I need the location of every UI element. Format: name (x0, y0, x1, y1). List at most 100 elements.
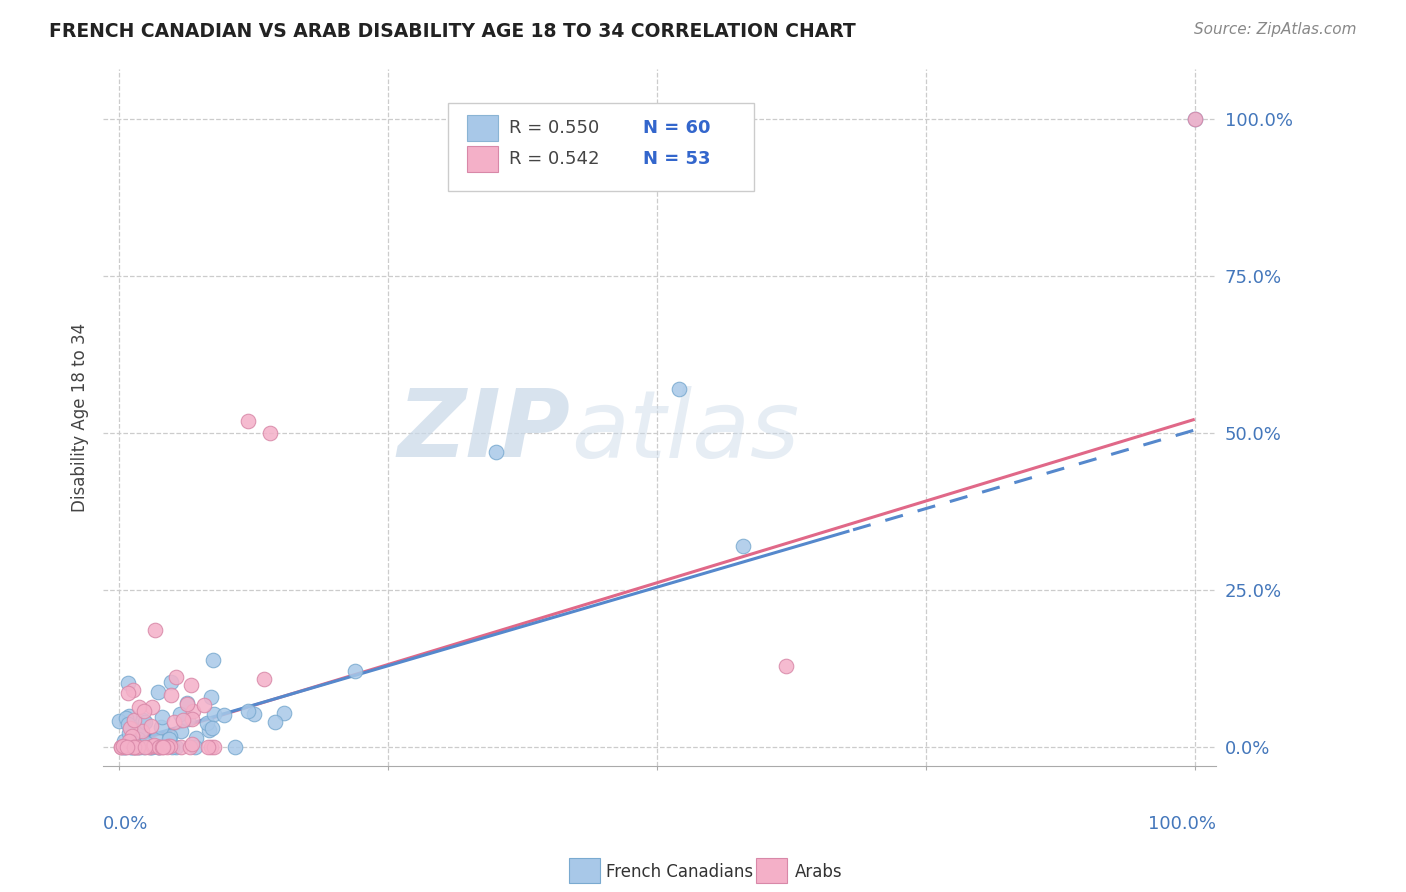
Text: French Canadians: French Canadians (606, 863, 754, 881)
Point (127, 740, 149, 755)
Point (1184, 112, 1206, 126)
Point (112, 733, 135, 747)
Point (117, 686, 139, 700)
Point (169, 707, 191, 722)
Point (181, 704, 204, 718)
Point (159, 729, 181, 743)
Point (179, 740, 201, 755)
Point (142, 739, 165, 754)
Point (160, 675, 183, 690)
Point (202, 652, 225, 666)
Point (117, 716, 139, 731)
Point (129, 740, 152, 755)
Point (224, 740, 246, 755)
Point (124, 713, 146, 727)
Point (111, 739, 134, 753)
Point (118, 722, 141, 736)
Point (236, 704, 259, 718)
Point (238, 413, 260, 427)
Point (138, 740, 160, 755)
Point (141, 700, 163, 714)
Point (122, 683, 145, 698)
Point (117, 676, 139, 690)
Point (139, 740, 162, 755)
Point (150, 720, 173, 734)
Point (263, 714, 285, 729)
Point (145, 732, 167, 747)
FancyBboxPatch shape (467, 146, 498, 172)
Point (127, 731, 149, 746)
Point (118, 734, 141, 748)
Point (668, 382, 690, 396)
Point (176, 696, 198, 710)
Point (163, 714, 186, 729)
Point (120, 740, 142, 755)
Point (122, 740, 145, 755)
Point (114, 711, 136, 725)
Point (165, 740, 187, 755)
Point (200, 690, 222, 705)
Point (118, 709, 141, 723)
Point (160, 688, 183, 702)
Point (127, 740, 149, 755)
Y-axis label: Disability Age 18 to 34: Disability Age 18 to 34 (72, 323, 89, 512)
Text: 100.0%: 100.0% (1149, 815, 1216, 833)
Point (202, 740, 225, 755)
Point (180, 678, 202, 692)
Point (134, 740, 156, 755)
Point (212, 707, 235, 722)
FancyBboxPatch shape (449, 103, 754, 191)
Point (253, 672, 276, 686)
Text: N = 60: N = 60 (643, 119, 710, 136)
Point (150, 710, 173, 724)
Point (135, 736, 157, 750)
Point (159, 739, 181, 753)
Point (180, 712, 202, 726)
Point (120, 740, 142, 755)
Point (118, 726, 141, 740)
Point (198, 723, 221, 738)
Point (157, 731, 180, 746)
Text: 0.0%: 0.0% (103, 815, 149, 833)
Point (146, 685, 169, 699)
Point (197, 740, 219, 755)
Point (170, 724, 193, 739)
Point (124, 740, 146, 755)
Point (195, 716, 218, 731)
Point (156, 739, 179, 754)
Point (1184, 112, 1206, 126)
Point (114, 740, 136, 755)
Point (181, 738, 204, 752)
Point (128, 699, 150, 714)
Point (176, 697, 198, 711)
Point (134, 714, 156, 729)
Text: R = 0.550: R = 0.550 (509, 119, 600, 136)
Point (200, 740, 222, 755)
Point (148, 740, 170, 755)
Point (152, 740, 174, 755)
Point (108, 714, 131, 728)
Point (111, 740, 134, 755)
Text: atlas: atlas (571, 386, 799, 477)
Point (242, 706, 264, 721)
Point (148, 740, 170, 755)
Point (172, 714, 194, 728)
Point (775, 658, 797, 673)
Point (169, 740, 191, 755)
Point (202, 706, 225, 721)
Text: Arabs: Arabs (794, 863, 842, 881)
Point (165, 670, 187, 684)
Point (122, 740, 145, 755)
Point (129, 724, 152, 739)
Text: ZIP: ZIP (398, 385, 571, 477)
Text: R = 0.542: R = 0.542 (509, 150, 600, 169)
Point (134, 740, 156, 755)
Point (128, 740, 150, 755)
Point (110, 740, 132, 755)
FancyBboxPatch shape (467, 114, 498, 141)
Point (156, 740, 179, 755)
Point (132, 704, 155, 718)
Point (139, 719, 162, 733)
Point (731, 539, 754, 553)
Text: N = 53: N = 53 (643, 150, 710, 169)
